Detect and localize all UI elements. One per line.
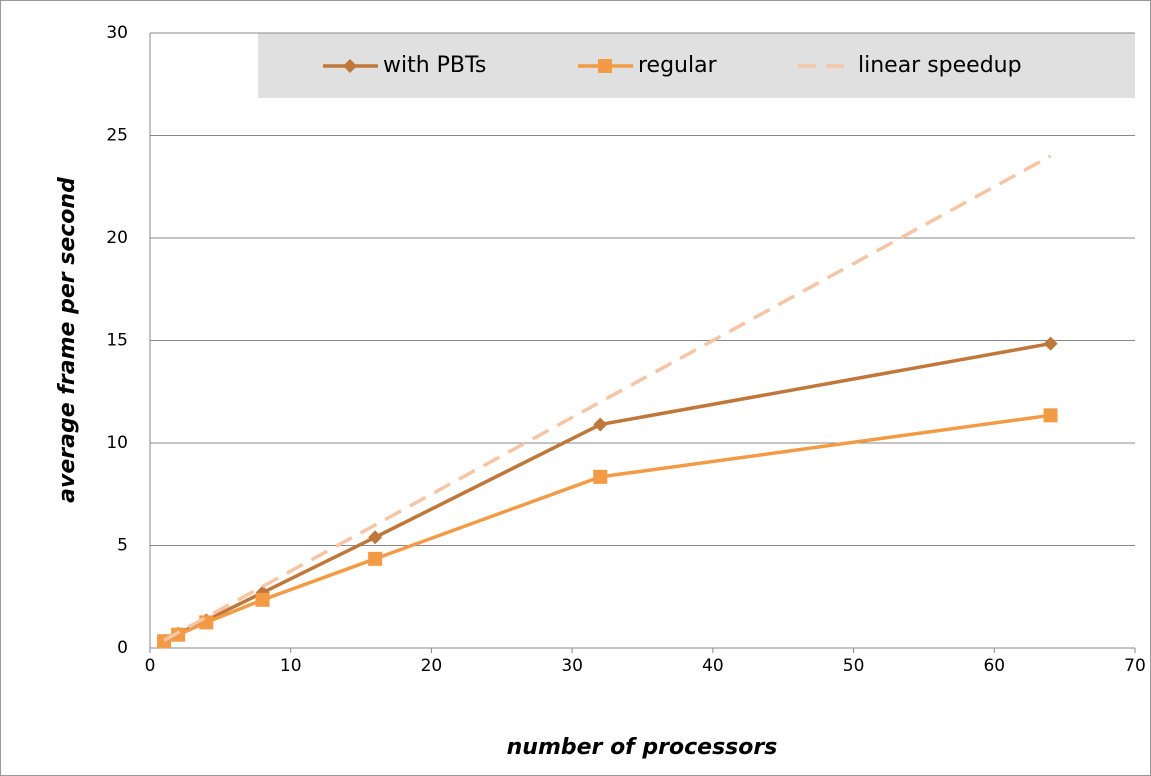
legend-marker	[598, 59, 612, 73]
y-tick-label: 25	[106, 126, 128, 146]
point	[368, 551, 383, 566]
x-tick-label: 60	[983, 656, 1005, 676]
legend-label: with PBTs	[383, 53, 486, 78]
legend-marker	[343, 59, 357, 73]
y-tick-label: 30	[106, 23, 128, 43]
point	[1043, 408, 1058, 423]
x-tick-label: 10	[280, 656, 302, 676]
x-tick-label: 40	[702, 656, 724, 676]
x-tick-label: 20	[421, 656, 443, 676]
point	[368, 530, 383, 545]
point	[593, 417, 608, 432]
y-tick-label: 0	[117, 638, 128, 658]
point	[593, 469, 608, 484]
y-tick-label: 10	[106, 433, 128, 453]
y-tick-label: 5	[117, 536, 128, 556]
x-tick-label: 30	[561, 656, 583, 676]
y-tick-label: 15	[106, 331, 128, 351]
legend-label: regular	[638, 53, 718, 78]
y-tick-label: 20	[106, 228, 128, 248]
x-axis-title: number of processors	[507, 735, 778, 760]
x-tick-label: 70	[1124, 656, 1146, 676]
series-line	[163, 154, 1052, 642]
x-tick-label: 50	[843, 656, 865, 676]
x-tick-label: 0	[145, 656, 156, 676]
y-axis-title: average frame per second	[55, 177, 80, 503]
legend-label: linear speedup	[858, 53, 1022, 78]
point	[1043, 336, 1058, 351]
point	[255, 592, 270, 607]
point	[171, 627, 186, 642]
legend-box	[258, 33, 1135, 98]
point	[199, 615, 214, 630]
